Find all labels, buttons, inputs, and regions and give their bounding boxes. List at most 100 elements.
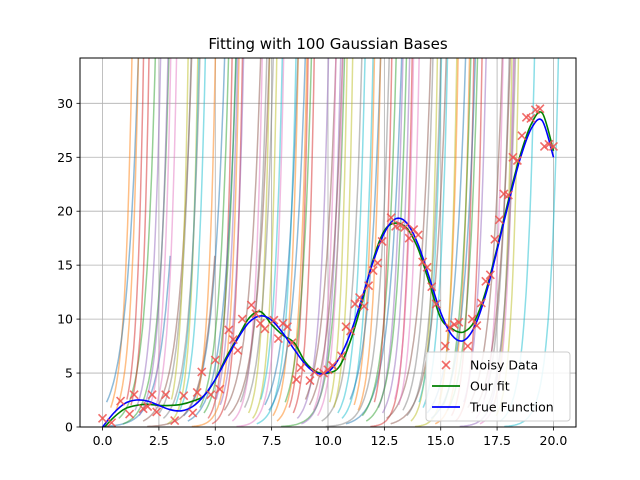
gaussian-basis-curve — [170, 58, 189, 400]
series-layer — [97, 104, 559, 427]
data-point — [354, 292, 365, 303]
gaussian-basis-curve — [341, 58, 374, 419]
data-point — [404, 233, 414, 243]
gaussian-basis-curve — [191, 58, 240, 427]
gaussian-basis-curve — [158, 58, 192, 414]
legend-box — [425, 351, 571, 422]
gaussian-basis-curve — [402, 58, 434, 411]
legend-marker — [441, 360, 451, 370]
data-point — [422, 262, 432, 272]
data-point — [400, 222, 410, 232]
data-point — [143, 401, 153, 412]
data-point — [188, 408, 198, 418]
true-function-line — [101, 118, 555, 427]
gaussian-basis-curve — [288, 58, 309, 408]
gaussian-basis-curve — [373, 58, 393, 403]
gaussian-basis-curve — [150, 58, 172, 403]
data-point — [373, 258, 383, 268]
gaussian-basis-curve — [304, 58, 337, 400]
data-point — [197, 367, 207, 377]
data-point — [364, 281, 374, 291]
data-point — [476, 298, 486, 308]
gaussian-basis-curve — [203, 58, 237, 414]
data-point — [449, 319, 459, 330]
data-point — [526, 113, 536, 123]
data-point — [215, 384, 225, 394]
gaussian-basis-curve — [329, 58, 348, 403]
gaussian-basis-curve — [154, 58, 178, 408]
data-point — [138, 404, 148, 414]
legend: Noisy Data Our fit True Function — [425, 351, 571, 422]
data-point — [287, 338, 297, 348]
data-point — [125, 409, 135, 419]
data-point — [539, 141, 550, 152]
gaussian-basis-curve — [162, 58, 201, 419]
data-point — [454, 317, 464, 327]
x-tick-label: 7.5 — [262, 433, 282, 448]
data-point — [305, 376, 315, 386]
gaussian-basis-curve — [215, 58, 239, 400]
data-point — [309, 367, 320, 377]
gaussian-basis-curve — [268, 58, 306, 411]
y-tick-label: 10 — [57, 312, 73, 327]
data-point — [413, 230, 423, 240]
x-tick-label: 2.5 — [149, 433, 169, 448]
data-point — [368, 265, 378, 276]
gaussian-basis-curve — [236, 58, 285, 427]
data-point — [260, 324, 270, 334]
data-point — [472, 321, 482, 331]
gaussian-basis-curve — [325, 58, 390, 427]
data-point — [350, 299, 360, 309]
x-tick-label: 10.0 — [314, 433, 342, 448]
data-point — [251, 309, 261, 319]
data-point — [282, 322, 292, 332]
data-point — [431, 299, 441, 309]
data-point — [152, 407, 162, 417]
data-point — [512, 155, 522, 166]
data-point — [377, 236, 387, 246]
y-tick-label: 30 — [57, 96, 73, 111]
data-point — [237, 314, 247, 324]
data-point — [233, 345, 243, 355]
chart-title: Fitting with 100 Gaussian Bases — [208, 35, 448, 53]
gaussian-basis-curve — [398, 58, 420, 406]
gaussian-basis-curve — [284, 58, 313, 403]
gaussian-basis-curve — [227, 58, 270, 417]
data-point — [427, 282, 437, 292]
data-point — [228, 335, 238, 345]
gaussian-basis-curve — [337, 58, 366, 414]
gaussian-basis-curve — [219, 58, 245, 406]
gaussian-basis-curve — [361, 58, 397, 417]
gaussian-basis-curve — [316, 58, 344, 417]
data-point — [544, 139, 554, 149]
data-point — [395, 220, 405, 230]
gaussian-basis-curve — [321, 58, 363, 422]
x-tick-label: 20.0 — [540, 433, 568, 448]
data-point — [179, 391, 189, 401]
data-point — [106, 418, 117, 427]
data-point — [296, 363, 306, 373]
gaussian-basis-curve — [207, 58, 233, 419]
x-tick-label: 12.5 — [370, 433, 398, 448]
y-tick-label: 5 — [65, 366, 73, 381]
data-point — [206, 390, 216, 400]
gaussian-basis-curve — [252, 58, 278, 419]
data-point — [246, 300, 256, 310]
axis-ticks: 0.0 2.5 5.0 7.5 10.0 12.5 15.0 17.5 20.0 0 5 10 15 20… — [57, 96, 567, 448]
gaussian-basis-curve — [130, 58, 150, 406]
data-point — [318, 368, 329, 378]
data-point — [129, 390, 139, 400]
gaussian-basis-curve — [223, 58, 262, 411]
gaussian-basis-curve — [292, 58, 315, 414]
legend-label: Our fit — [470, 379, 510, 394]
legend-label: Noisy Data — [470, 358, 538, 373]
data-point — [548, 141, 559, 152]
data-point — [503, 190, 513, 200]
gaussian-basis-curve — [247, 58, 271, 414]
gaussian-basis-curve — [357, 58, 382, 411]
gaussian-basis-curve — [105, 58, 140, 403]
gaussian-basis-curve — [179, 58, 207, 411]
data-point — [490, 234, 500, 244]
